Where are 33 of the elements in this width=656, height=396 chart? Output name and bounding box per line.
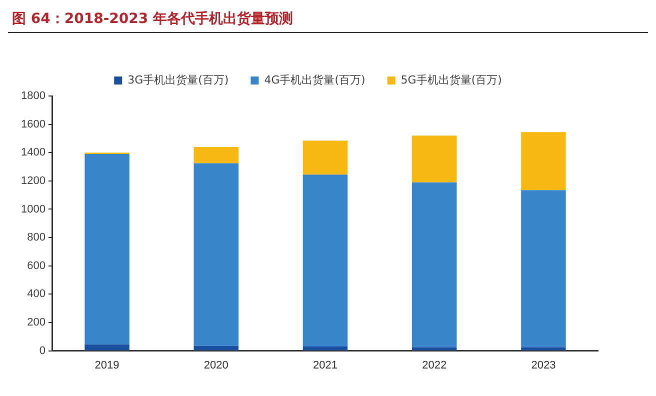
- bar: [84, 154, 130, 344]
- x-tick-label: 2023: [531, 359, 556, 372]
- x-tick-label: 2021: [312, 359, 338, 372]
- y-tick-label: 1800: [20, 90, 46, 102]
- legend-label: 3G手机出货量(百万): [128, 73, 229, 86]
- y-tick-label: 1000: [20, 203, 46, 216]
- y-tick-label: 400: [27, 288, 46, 300]
- bar: [194, 346, 238, 350]
- y-tick-label: 600: [27, 260, 46, 272]
- bar: [521, 347, 566, 350]
- chart-title: 图 64：2018-2023 年各代手机出货量预测: [8, 8, 648, 33]
- y-tick-label: 1400: [20, 146, 46, 159]
- x-tick-label: 2022: [422, 359, 447, 372]
- bar: [521, 190, 566, 348]
- y-tick-label: 200: [27, 316, 46, 329]
- bar: [302, 346, 348, 350]
- bar: [521, 132, 566, 190]
- y-tick-label: 0: [39, 344, 46, 357]
- bar: [412, 136, 457, 182]
- bar: [194, 163, 238, 346]
- bar: [194, 146, 238, 164]
- bar: [84, 344, 130, 350]
- bar: [412, 347, 457, 350]
- y-tick-label: 1600: [20, 118, 46, 130]
- bar: [302, 140, 348, 175]
- bar: [302, 174, 348, 347]
- legend-label: 4G手机出货量(百万): [264, 73, 366, 86]
- bar: [412, 182, 457, 348]
- x-tick-label: 2020: [204, 359, 228, 372]
- legend-label: 5G手机出货量(百万): [400, 73, 502, 86]
- y-tick-label: 800: [27, 232, 46, 244]
- x-tick-label: 2019: [94, 359, 120, 372]
- y-tick-label: 1200: [20, 174, 46, 187]
